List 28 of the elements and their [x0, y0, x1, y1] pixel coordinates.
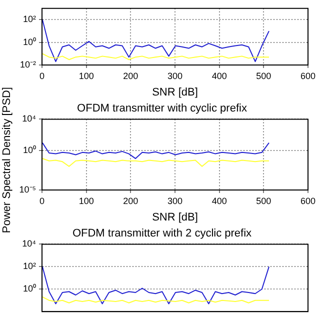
chart-title: OFDM transmitter with cyclic prefix: [77, 102, 248, 115]
x-tick-label: 200: [123, 196, 138, 206]
x-axis-title: SNR [dB]: [152, 211, 198, 224]
y-tick-label: 10⁴: [22, 238, 36, 249]
x-tick-label: 200: [123, 70, 138, 81]
y-tick-label: 10⁰: [22, 145, 36, 156]
y-tick-label: 10⁰: [22, 284, 36, 294]
x-tick-label: 0: [39, 196, 45, 206]
x-tick-label: 400: [212, 70, 227, 81]
x-tick-label: 100: [78, 196, 94, 206]
y-tick-label: 10⁻⁵: [19, 184, 36, 194]
x-tick-label: 0: [39, 70, 45, 81]
y-axis-title: Power Spectral Density [PSD]: [1, 86, 13, 234]
x-tick-label: 500: [256, 70, 272, 81]
y-tick-label: 10²: [22, 261, 36, 272]
x-tick-label: 300: [167, 70, 183, 81]
y-tick-label: 10⁰: [22, 36, 36, 47]
y-tick-label: 10²: [22, 14, 36, 24]
x-tick-label: 500: [256, 196, 272, 206]
x-axis-title: SNR [dB]: [152, 86, 198, 98]
x-tick-label: 300: [167, 196, 183, 206]
x-tick-label: 100: [78, 70, 94, 81]
y-tick-label: 10⁻²: [20, 59, 36, 70]
x-tick-label: 600: [300, 196, 316, 206]
x-tick-label: 600: [300, 70, 316, 81]
chart-title: OFDM transmitter with 2 cyclic prefix: [72, 228, 252, 240]
x-tick-label: 400: [212, 196, 227, 206]
y-tick-label: 10⁴: [22, 114, 36, 124]
